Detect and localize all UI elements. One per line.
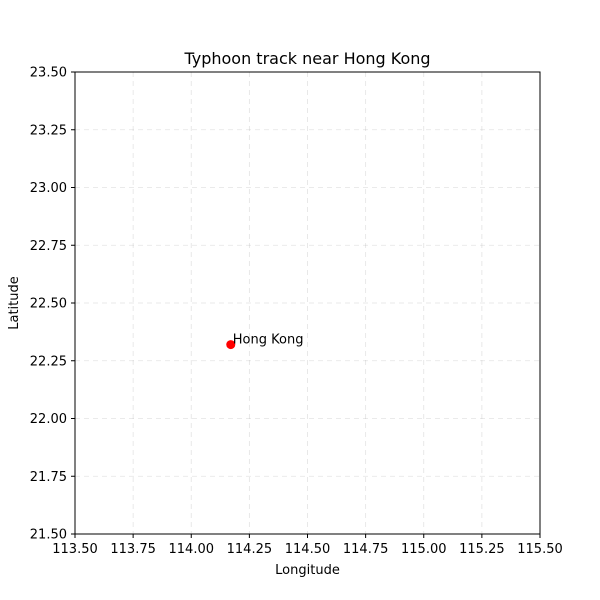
x-tick-label: 113.75 bbox=[110, 542, 156, 557]
y-axis-label: Latitude bbox=[7, 276, 22, 330]
x-tick-label: 115.25 bbox=[459, 542, 505, 557]
y-tick-label: 21.50 bbox=[30, 528, 67, 543]
y-tick-label: 22.25 bbox=[30, 354, 67, 369]
x-tick-label: 114.50 bbox=[285, 542, 331, 557]
y-tick-label: 22.75 bbox=[30, 239, 67, 254]
chart-title: Typhoon track near Hong Kong bbox=[183, 49, 430, 68]
x-tick-label: 115.50 bbox=[517, 542, 563, 557]
x-tick-label: 114.25 bbox=[227, 542, 273, 557]
hong-kong-point bbox=[226, 340, 236, 350]
x-tick-label: 114.75 bbox=[343, 542, 389, 557]
plot-frame bbox=[74, 71, 541, 535]
y-axis: 21.50 21.75 22.00 22.25 22.50 22.75 23.00 23.25… bbox=[30, 66, 75, 543]
x-axis: 113.50 113.75 114.00 114.25 114.50 114.75 115.… bbox=[52, 534, 563, 557]
grid bbox=[74, 71, 541, 535]
x-tick-label: 115.00 bbox=[401, 542, 447, 557]
y-tick-label: 23.50 bbox=[30, 66, 67, 81]
hong-kong-label: Hong Kong bbox=[233, 333, 304, 348]
data-points: Hong Kong bbox=[226, 333, 303, 350]
x-tick-label: 113.50 bbox=[52, 542, 98, 557]
y-tick-label: 23.00 bbox=[30, 181, 67, 196]
y-tick-label: 22.50 bbox=[30, 297, 67, 312]
y-tick-label: 23.25 bbox=[30, 123, 67, 138]
y-tick-label: 22.00 bbox=[30, 412, 67, 427]
y-tick-label: 21.75 bbox=[30, 470, 67, 485]
x-axis-label: Longitude bbox=[275, 563, 340, 578]
x-tick-label: 114.00 bbox=[169, 542, 215, 557]
